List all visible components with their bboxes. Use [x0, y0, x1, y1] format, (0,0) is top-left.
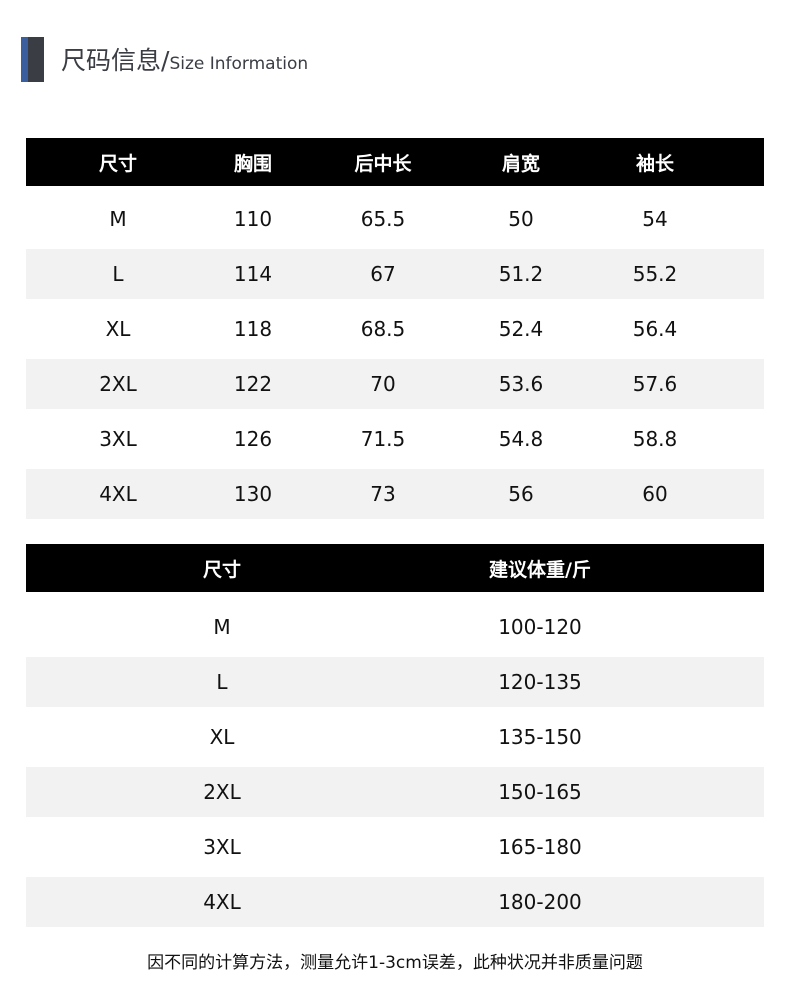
table-cell: 4XL: [99, 482, 137, 506]
column-header: 建议体重/斤: [489, 558, 591, 581]
column-header: 后中长: [354, 152, 412, 175]
table-cell: 2XL: [203, 780, 241, 804]
table-header: 尺寸 建议体重/斤: [26, 544, 764, 592]
table-cell: 57.6: [632, 372, 678, 396]
table-cell: M: [109, 207, 127, 231]
column-header: 尺寸: [202, 558, 242, 581]
table-row: XL 118 68.5 52.4 56.4: [26, 304, 764, 354]
table-cell: 58.8: [632, 427, 678, 451]
table-cell: 56.4: [632, 317, 678, 341]
column-header: 肩宽: [501, 152, 541, 175]
footnote: 因不同的计算方法，测量允许1-3cm误差，此种状况并非质量问题: [147, 953, 643, 973]
table-cell: 56: [508, 482, 534, 506]
table-cell: 165-180: [498, 835, 582, 859]
table-row: M 110 65.5 50 54: [26, 194, 764, 244]
table-cell: 54: [642, 207, 668, 231]
table-cell: 68.5: [360, 317, 406, 341]
table-cell: 51.2: [498, 262, 544, 286]
table-row: L 120-135: [26, 657, 764, 707]
table-cell: 122: [233, 372, 273, 396]
page-title: 尺码信息/Size Information: [61, 44, 308, 81]
table-cell: 65.5: [360, 207, 406, 231]
title-accent-bar: [21, 37, 28, 82]
table-row: 4XL 180-200: [26, 877, 764, 927]
table-cell: 135-150: [498, 725, 582, 749]
table-row: M 100-120: [26, 602, 764, 652]
table-cell: 100-120: [498, 615, 582, 639]
table-cell: 150-165: [498, 780, 582, 804]
table-cell: 120-135: [498, 670, 582, 694]
table-row: 3XL 165-180: [26, 822, 764, 872]
table-cell: 118: [233, 317, 273, 341]
table-row: 2XL 122 70 53.6 57.6: [26, 359, 764, 409]
table-row: 2XL 150-165: [26, 767, 764, 817]
column-header: 胸围: [233, 152, 273, 175]
table-cell: 114: [233, 262, 273, 286]
title-cn: 尺码信息/: [61, 46, 170, 75]
table-cell: 3XL: [99, 427, 137, 451]
column-header: 袖长: [635, 152, 675, 175]
table-cell: 126: [233, 427, 273, 451]
table-cell: 71.5: [360, 427, 406, 451]
column-header: 尺寸: [98, 152, 138, 175]
table-cell: L: [216, 670, 228, 694]
table-cell: XL: [105, 317, 131, 341]
table-cell: 2XL: [99, 372, 137, 396]
table-cell: 60: [642, 482, 668, 506]
table-cell: 180-200: [498, 890, 582, 914]
table-row: 3XL 126 71.5 54.8 58.8: [26, 414, 764, 464]
table-cell: XL: [209, 725, 235, 749]
title-en: Size Information: [169, 54, 309, 74]
table-cell: 54.8: [498, 427, 544, 451]
table-cell: 73: [370, 482, 396, 506]
table-row: L 114 67 51.2 55.2: [26, 249, 764, 299]
table-cell: 67: [370, 262, 396, 286]
table-cell: 53.6: [498, 372, 544, 396]
table-cell: L: [112, 262, 124, 286]
table-cell: 4XL: [203, 890, 241, 914]
table-cell: M: [213, 615, 231, 639]
table-row: 4XL 130 73 56 60: [26, 469, 764, 519]
table-cell: 130: [233, 482, 273, 506]
table-cell: 52.4: [498, 317, 544, 341]
table-cell: 50: [508, 207, 534, 231]
table-row: XL 135-150: [26, 712, 764, 762]
table-cell: 55.2: [632, 262, 678, 286]
table-header: 尺寸 胸围 后中长 肩宽 袖长: [26, 138, 764, 186]
table-cell: 70: [370, 372, 396, 396]
title-dark-bar: [28, 37, 44, 82]
table-cell: 110: [233, 207, 273, 231]
table-cell: 3XL: [203, 835, 241, 859]
